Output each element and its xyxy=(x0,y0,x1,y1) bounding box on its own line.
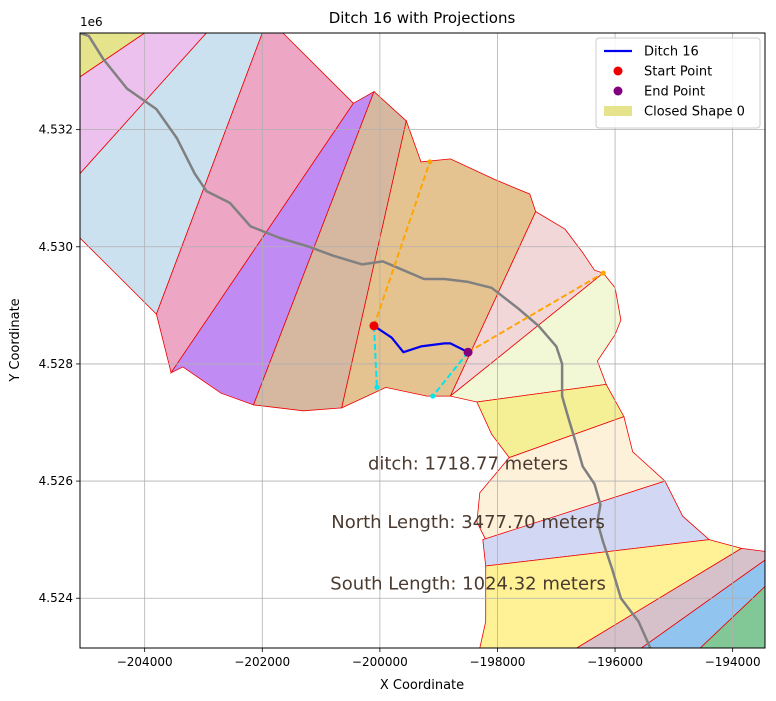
annotations: ditch: 1718.77 meters North Length: 3477.… xyxy=(330,453,606,594)
legend-label-1: Start Point xyxy=(644,65,712,80)
x-tick-label-2: −200000 xyxy=(352,655,408,669)
series-lines xyxy=(373,324,469,354)
grid-lines xyxy=(80,33,765,648)
projection-end-dot-1 xyxy=(600,270,606,276)
ditch-line-0 xyxy=(373,324,469,354)
x-tick-label-1: −202000 xyxy=(234,655,290,669)
closed-shape-14 xyxy=(640,559,765,648)
closed-shape-8 xyxy=(449,272,622,403)
end-point-marker xyxy=(463,347,473,357)
legend-swatch-dot-1 xyxy=(613,66,623,76)
legend-swatch-patch-3 xyxy=(604,106,632,116)
legend-label-3: Closed Shape 0 xyxy=(644,105,745,120)
y-tick-label-4: 4.532 xyxy=(39,123,73,137)
legend-label-2: End Point xyxy=(644,85,705,100)
endpoint-markers xyxy=(369,321,473,357)
x-tick-label-0: −204000 xyxy=(117,655,173,669)
plot-frame xyxy=(79,32,766,649)
projection-end-dot-3 xyxy=(430,393,436,399)
projection-line-2 xyxy=(373,325,378,388)
projection-line-1 xyxy=(467,272,604,354)
projection-lines xyxy=(373,159,606,399)
closed-shape-10 xyxy=(476,416,666,541)
legend-box xyxy=(595,37,761,129)
annotation-0: ditch: 1718.77 meters xyxy=(368,453,568,474)
projection-end-dot-0 xyxy=(427,159,433,165)
x-tick-label-5: −194000 xyxy=(705,655,761,669)
x-axis-label: X Coordinate xyxy=(380,678,464,693)
river-line xyxy=(80,33,652,648)
chart-title: Ditch 16 with Projections xyxy=(329,9,516,27)
closed-shape-12 xyxy=(479,539,743,648)
y-tick-label-0: 4.524 xyxy=(39,591,73,605)
y-offset-label: 1e6 xyxy=(80,15,103,29)
y-tick-label-2: 4.528 xyxy=(39,357,73,371)
projection-end-dot-2 xyxy=(374,384,380,390)
annotation-2: South Length: 1024.32 meters xyxy=(330,573,606,594)
river-lines xyxy=(80,33,652,648)
closed-shape-5 xyxy=(252,90,407,412)
projection-line-0 xyxy=(373,161,431,327)
start-point-marker xyxy=(369,321,379,331)
y-tick-label-3: 4.530 xyxy=(39,240,73,254)
annotation-1: North Length: 3477.70 meters xyxy=(331,512,605,533)
x-axis-ticks: −204000 −202000 −200000 −198000 −196000 −1940… xyxy=(117,648,761,669)
projection-line-3 xyxy=(432,351,469,397)
y-axis-label: Y Coordinate xyxy=(8,298,23,382)
legend-swatch-dot-2 xyxy=(613,86,623,96)
y-axis-ticks: 4.524 4.526 4.528 4.530 4.532 xyxy=(39,123,80,605)
x-tick-label-4: −196000 xyxy=(587,655,643,669)
x-tick-label-3: −198000 xyxy=(470,655,526,669)
y-tick-label-1: 4.526 xyxy=(39,474,73,488)
legend: Ditch 16 Start Point End Point Closed Shape… xyxy=(595,37,761,129)
legend-label-0: Ditch 16 xyxy=(644,45,699,60)
